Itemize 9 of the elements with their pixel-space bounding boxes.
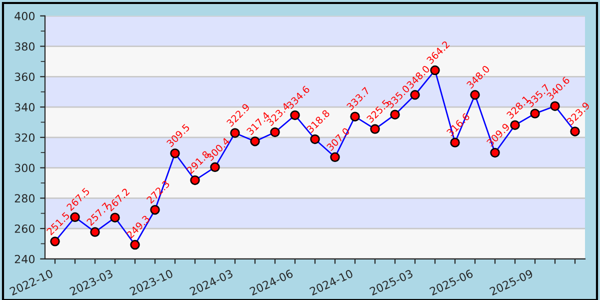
y-tick-label: 300: [14, 164, 35, 172]
y-tick-label: 320: [14, 133, 35, 142]
y-tick-label: 240: [14, 254, 35, 264]
y-tick-label: 260: [14, 224, 35, 233]
y-tick-label: 360: [14, 72, 35, 82]
y-tick-label: 380: [14, 42, 35, 51]
y-tick-label: 340: [14, 103, 35, 112]
y-tick-label: 280: [14, 194, 35, 203]
y-tick-label: 400: [14, 12, 35, 20]
